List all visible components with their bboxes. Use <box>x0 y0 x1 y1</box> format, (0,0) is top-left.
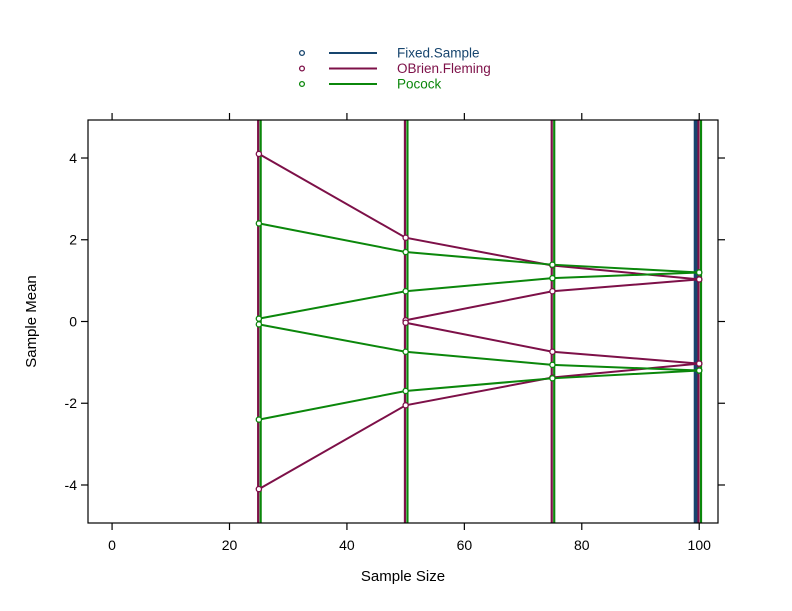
series-pocock-upper-efficacy <box>255 220 703 276</box>
series-obrien-fleming-upper-efficacy <box>255 150 703 283</box>
data-point-marker <box>695 276 703 283</box>
legend-entry-pocock: Pocock <box>298 77 442 92</box>
series-obrien-fleming-upper-futility <box>402 276 703 324</box>
x-axis-tick-label: 40 <box>339 537 355 553</box>
data-point-marker <box>402 402 409 409</box>
data-point-marker <box>549 288 556 295</box>
x-axis-tick-label: 100 <box>688 537 712 553</box>
x-axis-tick-label: 20 <box>222 537 238 553</box>
x-axis-title: Sample Size <box>361 568 445 585</box>
y-axis-tick-label: 0 <box>69 313 77 329</box>
legend-marker-icon <box>298 80 306 88</box>
y-axis-tick-label: 2 <box>69 232 77 248</box>
y-axis-tick-label: 4 <box>69 150 77 166</box>
data-point-marker <box>255 321 263 328</box>
data-point-marker <box>695 269 703 276</box>
y-axis-title: Sample Mean <box>23 275 40 368</box>
x-axis-tick-label: 60 <box>457 537 473 553</box>
legend-entry-fixed-sample: Fixed.Sample <box>298 46 480 61</box>
data-point-marker <box>402 319 409 326</box>
data-point-marker <box>255 485 263 493</box>
data-point-marker <box>549 361 556 369</box>
data-point-marker <box>695 360 703 367</box>
series-pocock-lower-futility <box>255 321 703 374</box>
data-point-marker <box>549 375 556 382</box>
data-point-marker <box>255 416 263 423</box>
data-point-marker <box>402 248 409 256</box>
data-point-marker <box>402 387 409 395</box>
x-axis-tick-label: 80 <box>574 537 590 553</box>
series-obrien-fleming-lower-futility <box>402 319 703 367</box>
data-point-marker <box>402 288 409 295</box>
y-axis <box>81 157 725 486</box>
data-point-marker <box>549 261 556 268</box>
data-point-marker <box>255 150 263 158</box>
x-axis <box>111 113 700 530</box>
data-point-marker <box>695 367 703 374</box>
data-point-marker <box>255 315 263 322</box>
series-pocock-lower-efficacy <box>255 367 703 423</box>
data-point-marker <box>549 274 556 282</box>
legend-entry-obrien-fleming: OBrien.Fleming <box>298 61 491 76</box>
design-line-obrien-fleming <box>257 120 700 523</box>
design-line-pocock <box>259 120 703 523</box>
y-axis-tick-label: -2 <box>65 395 78 411</box>
data-point-marker <box>549 348 556 355</box>
series-pocock-upper-futility <box>255 269 703 322</box>
series-obrien-fleming-lower-efficacy <box>255 360 703 493</box>
data-point-marker <box>402 348 409 355</box>
legend-label: OBrien.Fleming <box>397 61 491 76</box>
data-point-marker <box>255 220 263 227</box>
data-point-marker <box>402 234 409 241</box>
legend-label: Fixed.Sample <box>397 46 480 61</box>
legend-marker-icon <box>298 49 306 57</box>
x-axis-tick-label: 0 <box>108 537 116 553</box>
legend-marker-icon <box>298 65 306 72</box>
y-axis-tick-label: -4 <box>65 477 78 493</box>
legend-label: Pocock <box>397 77 442 92</box>
